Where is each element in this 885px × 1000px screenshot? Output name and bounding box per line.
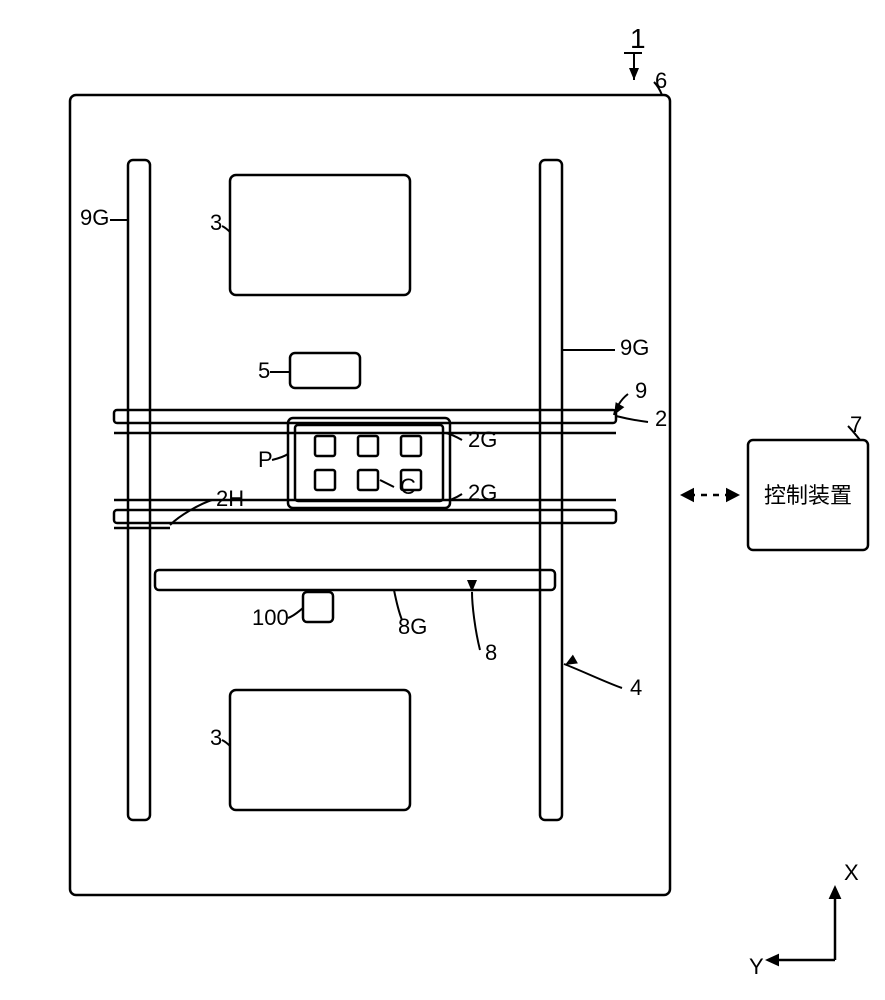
label-l9G_l: 9G	[80, 205, 109, 230]
label-l2G_t: 2G	[468, 427, 497, 452]
label-l2H: 2H	[216, 486, 244, 511]
label-l3_b: 3	[210, 725, 222, 750]
label-ref6: 6	[655, 68, 667, 93]
label-l5: 5	[258, 358, 270, 383]
label-axX: X	[844, 860, 859, 885]
label-l8: 8	[485, 640, 497, 665]
label-lP: P	[258, 447, 273, 472]
label-control: 控制装置	[764, 483, 852, 508]
label-l3_t: 3	[210, 210, 222, 235]
label-l100: 100	[252, 605, 289, 630]
label-ref1: 1	[630, 23, 646, 54]
label-l9: 9	[635, 378, 647, 403]
label-l9G_r: 9G	[620, 335, 649, 360]
label-l8G: 8G	[398, 614, 427, 639]
label-lC: C	[400, 474, 416, 499]
label-l4: 4	[630, 675, 642, 700]
label-l2: 2	[655, 406, 667, 431]
label-l7: 7	[850, 412, 862, 437]
label-l2G_b: 2G	[468, 480, 497, 505]
label-axY: Y	[749, 954, 764, 979]
